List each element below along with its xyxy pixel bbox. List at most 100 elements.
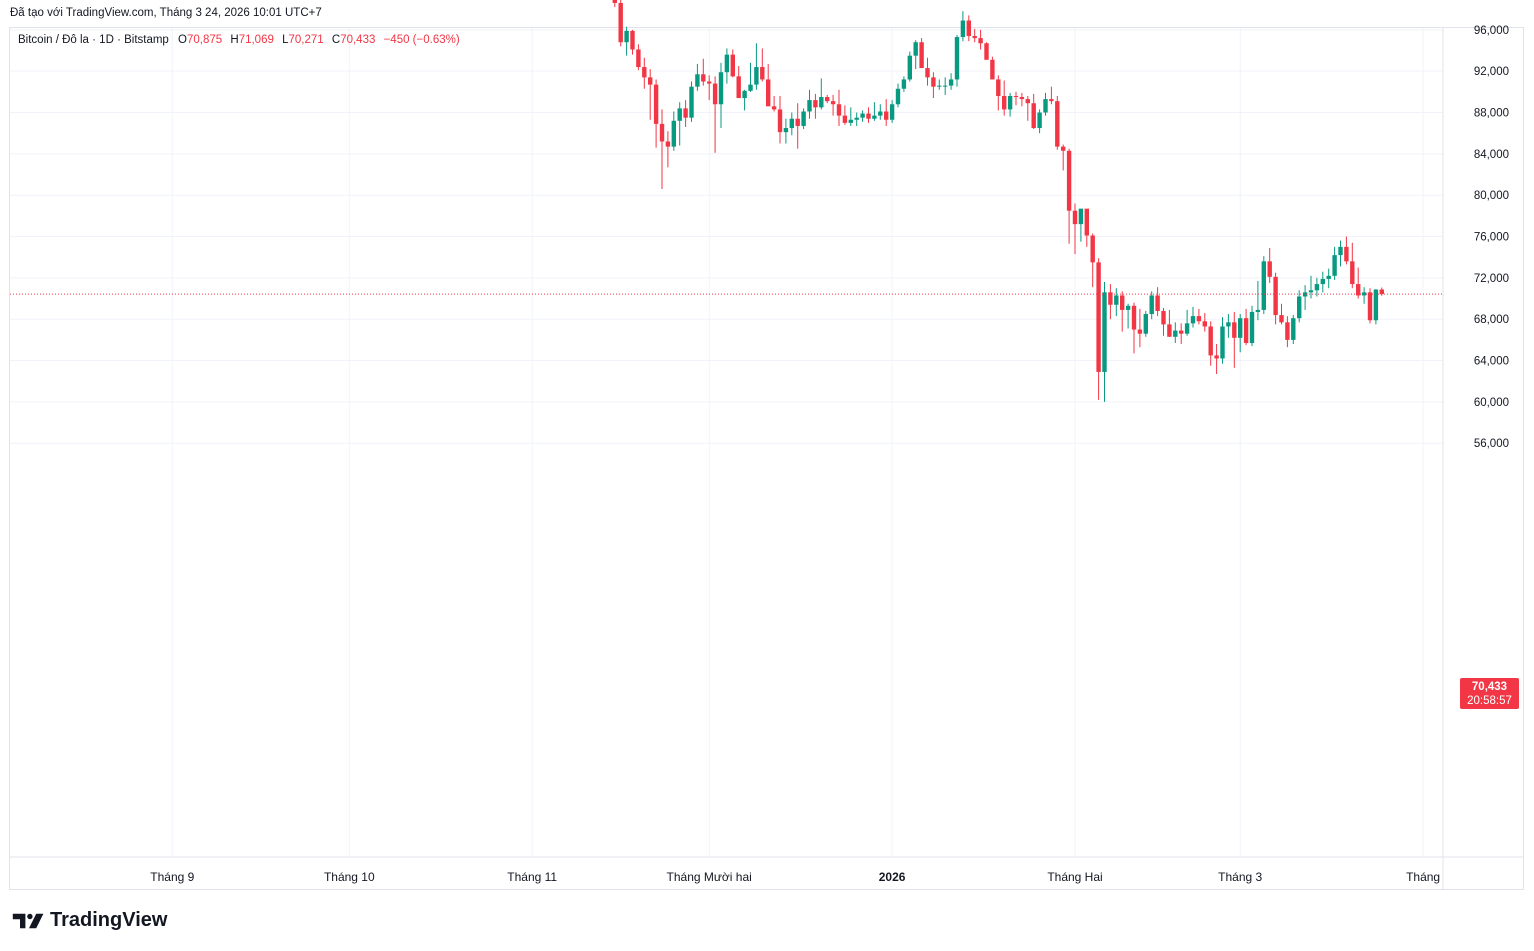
tradingview-logo[interactable]: TradingView [12, 909, 167, 932]
candle [718, 62, 724, 129]
candle [1261, 256, 1266, 315]
candle [1167, 309, 1172, 337]
candle [836, 89, 842, 126]
x-tick-label: Tháng [1406, 870, 1440, 884]
candle [659, 109, 665, 189]
x-tick-label: Tháng Mười hai [667, 870, 752, 884]
candle [636, 44, 641, 71]
candle [1007, 92, 1013, 117]
candle [1226, 314, 1231, 338]
candle [1084, 208, 1089, 247]
candle [1208, 321, 1213, 366]
candle [1066, 148, 1072, 244]
candle [1291, 315, 1296, 345]
candle [724, 48, 730, 84]
candle [901, 76, 907, 92]
candle [972, 28, 977, 43]
time-axis: Tháng 9 Tháng 10 Tháng 11 Tháng Mười hai 202… [150, 870, 1440, 884]
candle [842, 105, 848, 125]
candle [701, 58, 706, 86]
candle [1344, 236, 1349, 265]
candle [1131, 302, 1137, 354]
open-value: 70,875 [186, 34, 223, 46]
candle [1326, 268, 1331, 289]
candle [771, 95, 777, 112]
y-tick-label: 60,000 [1474, 397, 1509, 409]
candle [848, 107, 853, 126]
logo-text: TradingView [50, 909, 168, 931]
candle [677, 102, 682, 146]
candle [1285, 316, 1290, 348]
candle [895, 83, 901, 108]
candle [754, 43, 759, 90]
candle [889, 100, 895, 123]
candle [931, 72, 936, 99]
candle [683, 100, 688, 127]
candle [878, 104, 883, 120]
candle [1025, 95, 1030, 121]
candle [1096, 258, 1101, 400]
candle [978, 29, 983, 50]
chart-caption: Đã tạo với TradingView.com, Tháng 3 24, … [10, 7, 322, 19]
candle [1055, 95, 1060, 150]
candle [1114, 288, 1119, 317]
candle [1078, 208, 1084, 242]
candle [1214, 344, 1219, 374]
y-tick-label: 76,000 [1474, 232, 1509, 244]
candle [1238, 314, 1243, 353]
candle [671, 111, 676, 151]
candle [813, 93, 818, 119]
candle [948, 73, 954, 90]
candle [1356, 267, 1361, 299]
candle [1149, 291, 1154, 320]
candle [1072, 203, 1078, 255]
candle [1361, 287, 1367, 304]
candle [1255, 280, 1261, 321]
candle [1320, 271, 1325, 293]
candle [736, 66, 741, 99]
candle [907, 51, 912, 82]
candle [1031, 93, 1036, 130]
x-tick-label: Tháng 9 [150, 870, 194, 884]
tradingview-logo-icon [12, 913, 44, 928]
candle [937, 79, 942, 90]
candle [766, 63, 771, 107]
candle [960, 11, 966, 42]
candle [1137, 308, 1143, 348]
change-value: −450 (−0.63%) [383, 34, 460, 46]
x-tick-label: Tháng Hai [1047, 870, 1102, 884]
candle [1314, 277, 1320, 297]
candle [1232, 311, 1237, 368]
candle [1019, 92, 1025, 107]
candle [1297, 290, 1302, 323]
candle [689, 81, 694, 122]
candle [1043, 92, 1048, 116]
close-value: 70,433 [340, 34, 376, 46]
candle [1350, 242, 1355, 289]
y-tick-label: 80,000 [1474, 190, 1509, 202]
y-tick-label: 92,000 [1474, 66, 1509, 78]
candle [1332, 246, 1337, 280]
candle [1179, 323, 1184, 345]
y-tick-label: 64,000 [1474, 356, 1509, 368]
x-tick-label: Tháng 11 [507, 870, 557, 884]
candle [943, 77, 948, 95]
candle [1367, 288, 1373, 324]
low-label: L [282, 34, 289, 46]
candle [854, 112, 859, 126]
candle [665, 131, 671, 168]
x-tick-label: 2026 [879, 870, 906, 884]
candle [1184, 309, 1190, 336]
y-tick-label: 88,000 [1474, 108, 1509, 120]
candle [789, 112, 794, 136]
candle [795, 103, 800, 149]
candle [1108, 284, 1113, 320]
candle [1196, 308, 1202, 325]
candle [1155, 287, 1160, 317]
candle [777, 95, 783, 144]
candle [612, 0, 617, 8]
candle [872, 102, 877, 121]
candle [819, 78, 824, 110]
x-tick-label: Tháng 3 [1218, 870, 1262, 884]
